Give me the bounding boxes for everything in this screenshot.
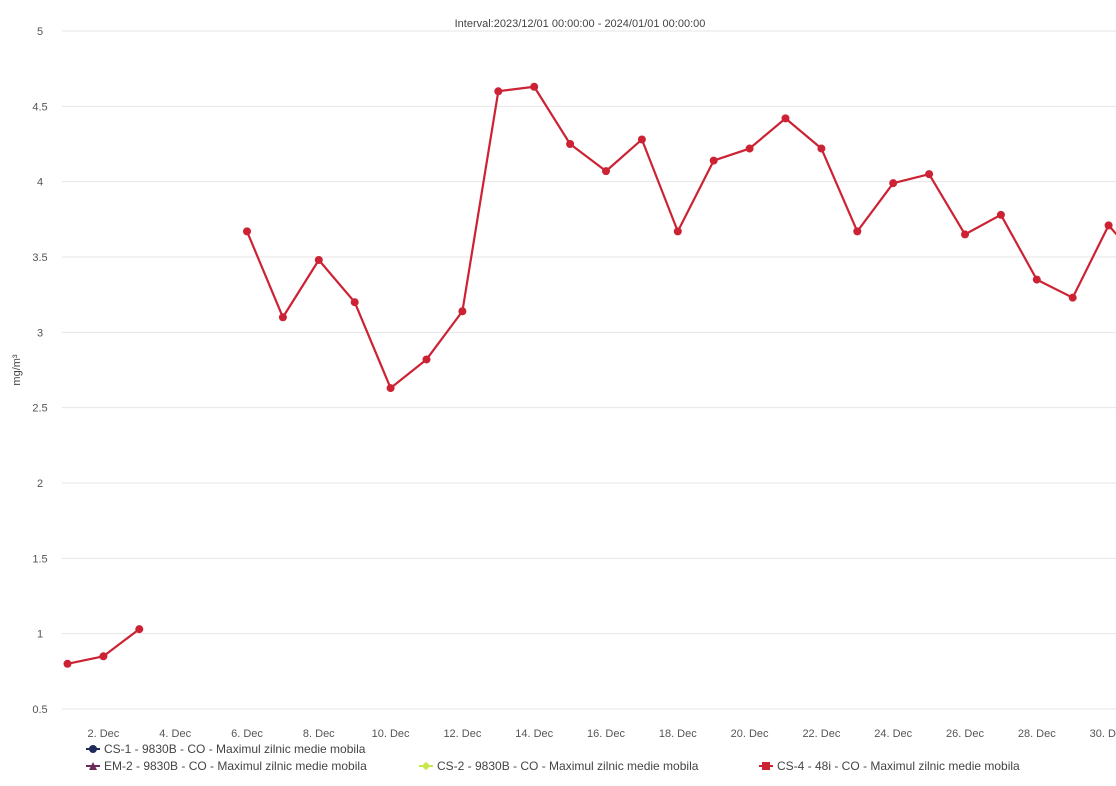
chart-title: Interval:2023/12/01 00:00:00 - 2024/01/0… [455, 18, 706, 30]
y-tick-label: 1 [37, 629, 43, 641]
x-tick-label: 28. Dec [1018, 728, 1056, 740]
data-point [745, 144, 754, 153]
data-point [637, 135, 646, 144]
x-tick-label: 30. Dec [1090, 728, 1116, 740]
y-axis-title: mg/m³ [11, 354, 23, 386]
y-tick-label: 0.5 [32, 704, 47, 716]
series-layer [63, 82, 1116, 668]
x-tick-label: 16. Dec [587, 728, 625, 740]
data-point [1068, 293, 1077, 302]
grid-lines [62, 30, 1116, 710]
data-point [458, 307, 467, 316]
data-point [781, 114, 790, 123]
y-tick-label: 2 [37, 478, 43, 490]
x-tick-label: 26. Dec [946, 728, 984, 740]
x-tick-label: 4. Dec [159, 728, 191, 740]
data-point [135, 625, 144, 634]
legend-label-cs4: CS-4 - 48i - CO - Maximul zilnic medie m… [777, 758, 1020, 773]
y-tick-label: 5 [37, 26, 43, 38]
y-tick-label: 2.5 [32, 403, 47, 415]
data-point [673, 227, 682, 236]
data-point [961, 230, 969, 239]
data-point [99, 652, 108, 661]
data-point [530, 82, 539, 91]
legend-label-cs1: CS-1 - 9830B - CO - Maximul zilnic medie… [104, 741, 366, 756]
y-tick-label: 4 [37, 177, 43, 189]
x-tick-label: 2. Dec [88, 728, 120, 740]
x-tick-label: 22. Dec [802, 728, 840, 740]
data-point [925, 170, 934, 179]
legend-label-cs2: CS-2 - 9830B - CO - Maximul zilnic medie… [437, 758, 699, 773]
legend-item-em2[interactable]: EM-2 - 9830B - CO - Maximul zilnic medie… [86, 759, 419, 773]
x-tick-label: 10. Dec [372, 728, 410, 740]
x-tick-label: 12. Dec [443, 728, 481, 740]
x-tick-label: 24. Dec [874, 728, 912, 740]
data-point [566, 140, 575, 148]
data-point [243, 227, 251, 236]
square-marker-icon [759, 761, 773, 771]
data-point [63, 659, 72, 668]
x-tick-label: 8. Dec [303, 728, 335, 740]
data-point [314, 256, 323, 265]
diamond-marker-icon [419, 761, 433, 771]
data-point [494, 87, 503, 96]
data-point [602, 167, 610, 176]
legend-item-cs2[interactable]: CS-2 - 9830B - CO - Maximul zilnic medie… [419, 759, 759, 773]
data-point [278, 313, 287, 322]
x-tick-label: 6. Dec [231, 728, 263, 740]
y-tick-label: 3.5 [32, 252, 47, 264]
legend: CS-1 - 9830B - CO - Maximul zilnic medie… [86, 740, 1106, 774]
legend-item-cs1[interactable]: CS-1 - 9830B - CO - Maximul zilnic medie… [86, 742, 365, 756]
data-point [889, 179, 898, 188]
series-line-2 [63, 82, 1116, 668]
triangle-marker-icon [86, 761, 100, 771]
y-axis-ticks: 0.5 1 1.5 2 2.5 3 3.5 4 4.5 5 [32, 26, 47, 716]
x-tick-label: 14. Dec [515, 728, 553, 740]
x-tick-label: 18. Dec [659, 728, 697, 740]
y-tick-label: 1.5 [32, 553, 47, 565]
legend-label-em2: EM-2 - 9830B - CO - Maximul zilnic medie… [104, 758, 367, 773]
x-tick-label: 20. Dec [731, 728, 769, 740]
x-axis-ticks: 2. Dec 4. Dec 6. Dec 8. Dec 10. Dec 12. Dec 14… [88, 728, 1116, 740]
y-tick-label: 4.5 [32, 101, 47, 113]
circle-marker-icon [86, 744, 100, 754]
data-point [1032, 275, 1041, 284]
data-point [1104, 221, 1113, 230]
series-segment [245, 85, 1116, 390]
data-point [386, 384, 395, 393]
data-point [817, 144, 826, 153]
data-point [422, 355, 431, 364]
data-point [709, 156, 718, 165]
data-point [996, 210, 1005, 219]
legend-item-cs4[interactable]: CS-4 - 48i - CO - Maximul zilnic medie m… [759, 759, 1020, 773]
data-point [350, 298, 359, 307]
legend-row-2: EM-2 - 9830B - CO - Maximul zilnic medie… [86, 757, 1106, 774]
data-point [853, 227, 862, 236]
legend-row-1: CS-1 - 9830B - CO - Maximul zilnic medie… [86, 740, 1106, 757]
y-tick-label: 3 [37, 327, 43, 339]
